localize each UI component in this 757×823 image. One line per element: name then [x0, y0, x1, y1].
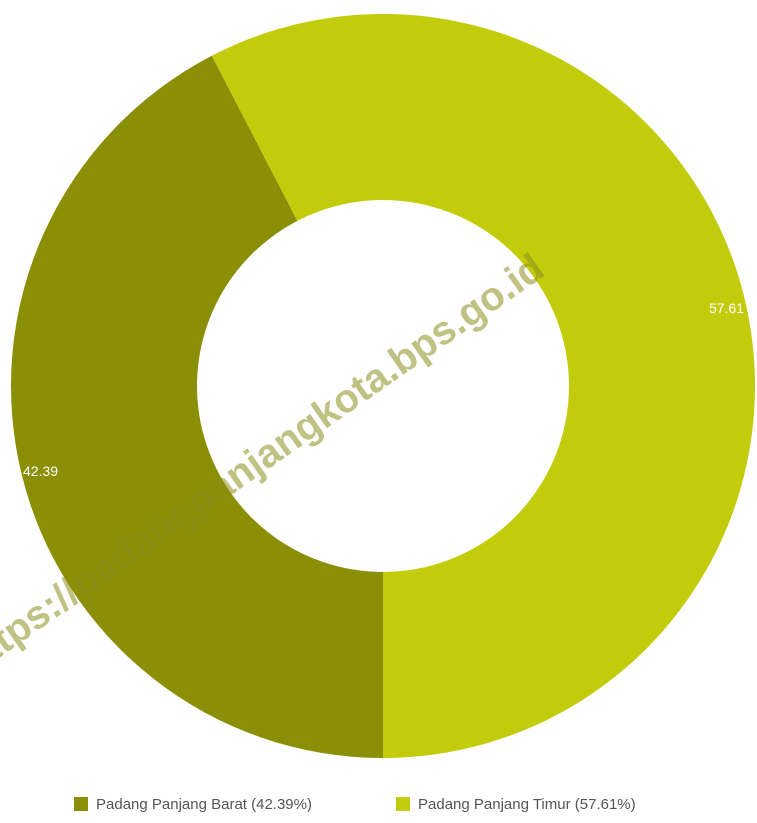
legend: Padang Panjang Barat (42.39%) Padang Pan… — [74, 796, 636, 813]
slice-labels: 42.39 57.61 — [23, 300, 744, 479]
slice-padang-panjang-barat[interactable] — [11, 55, 383, 759]
slice-padang-panjang-timur[interactable] — [211, 13, 755, 758]
legend-swatch-barat[interactable] — [74, 797, 88, 811]
legend-swatch-timur[interactable] — [396, 797, 410, 811]
donut-slices — [11, 13, 755, 759]
legend-label-barat[interactable]: Padang Panjang Barat (42.39%) — [96, 796, 312, 813]
legend-label-timur[interactable]: Padang Panjang Timur (57.61%) — [418, 796, 636, 813]
data-label-padang-panjang-barat: 42.39 — [23, 463, 58, 479]
data-label-padang-panjang-timur: 57.61 — [709, 300, 744, 316]
